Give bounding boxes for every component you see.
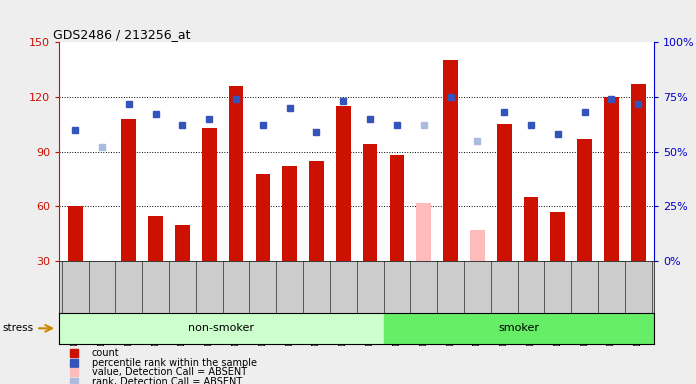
Text: GDS2486 / 213256_at: GDS2486 / 213256_at — [53, 28, 191, 41]
Text: stress: stress — [2, 323, 33, 333]
Bar — [255, 174, 270, 261]
Text: percentile rank within the sample: percentile rank within the sample — [92, 358, 257, 368]
Bar — [229, 86, 244, 261]
Bar — [148, 215, 163, 261]
Bar — [363, 144, 377, 261]
Bar — [336, 106, 351, 261]
Bar — [283, 166, 297, 261]
Bar — [523, 197, 538, 261]
Bar — [443, 61, 458, 261]
Bar — [309, 161, 324, 261]
Bar — [604, 97, 619, 261]
Bar — [551, 212, 565, 261]
Bar — [202, 128, 216, 261]
Bar — [390, 156, 404, 261]
Bar — [416, 203, 431, 261]
Bar — [122, 119, 136, 261]
Text: non-smoker: non-smoker — [189, 323, 254, 333]
Bar — [175, 225, 190, 261]
Bar — [497, 124, 512, 261]
Bar — [631, 84, 645, 261]
Bar — [577, 139, 592, 261]
Text: count: count — [92, 348, 120, 358]
Text: smoker: smoker — [498, 323, 539, 333]
Bar — [95, 261, 109, 265]
Bar — [68, 207, 83, 261]
Bar — [470, 230, 484, 261]
Text: rank, Detection Call = ABSENT: rank, Detection Call = ABSENT — [92, 377, 242, 384]
Text: value, Detection Call = ABSENT: value, Detection Call = ABSENT — [92, 367, 247, 377]
